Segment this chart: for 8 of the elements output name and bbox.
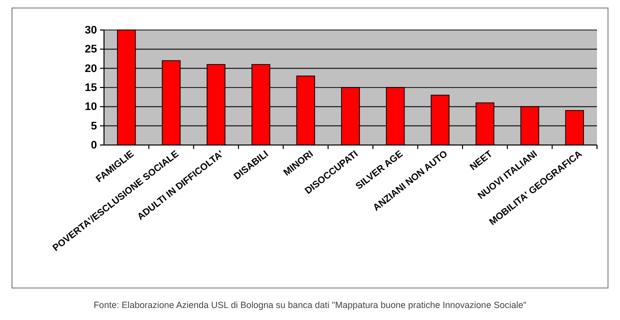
source-note: Fonte: Elaborazione Azienda USL di Bologna su banca dati "Mappatura buone pratiche Innovazione Sociale" <box>94 300 526 310</box>
y-tick-label: 0 <box>90 140 97 152</box>
y-tick-label: 15 <box>84 82 97 94</box>
y-tick-label: 30 <box>84 24 97 37</box>
y-tick-label: 10 <box>84 101 97 114</box>
y-tick-label: 20 <box>84 62 97 75</box>
y-tick-label: 5 <box>90 120 97 132</box>
y-tick-label: 25 <box>84 44 97 56</box>
